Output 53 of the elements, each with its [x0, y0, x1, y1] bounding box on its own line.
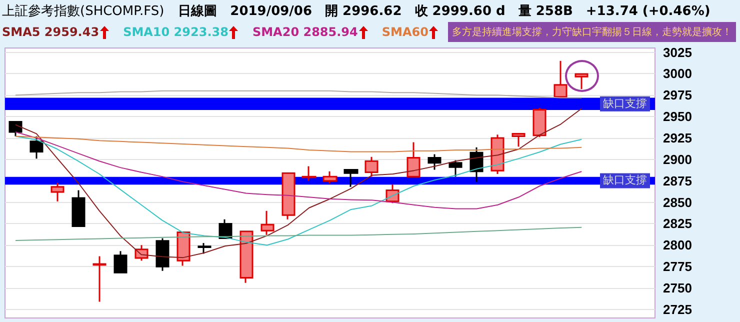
- candlestick: [176, 232, 190, 266]
- y-tick-label: 3025: [663, 44, 692, 60]
- candlestick: [72, 190, 86, 228]
- y-tick-label: 2975: [663, 88, 692, 103]
- candlestick: [260, 210, 274, 236]
- candlestick: [30, 136, 44, 160]
- y-tick-label: 2750: [663, 280, 692, 296]
- line-series: [14, 132, 582, 210]
- candlestick: [302, 166, 316, 182]
- candlestick: [114, 250, 128, 274]
- candlestick: [448, 160, 462, 178]
- y-tick-label: 3000: [663, 66, 692, 82]
- candlestick: [512, 132, 526, 148]
- y-tick-label: 2925: [663, 130, 692, 146]
- candlestick: [240, 230, 254, 284]
- band-label: 缺口支撐: [603, 174, 647, 187]
- candlestick: [198, 242, 212, 254]
- text: SMA20 2885.94: [252, 25, 358, 39]
- candlestick: [406, 142, 420, 178]
- y-tick-label: 2825: [663, 216, 692, 232]
- y-tick-label: 2725: [663, 302, 692, 317]
- candlestick: [322, 170, 338, 184]
- text: 多方是持續進場支撐，力守缺口宇翻揚５日線，走勢就是擴攻！: [448, 22, 736, 42]
- y-tick-label: 2900: [663, 152, 692, 167]
- candlestick: [490, 134, 504, 175]
- y-tick-label: 2800: [663, 238, 692, 253]
- text: SMA60: [382, 25, 428, 39]
- text: SMA5 2959.43: [2, 25, 100, 39]
- line-series: [14, 136, 582, 152]
- y-tick-label: 2775: [663, 259, 692, 274]
- candlestick: [92, 256, 106, 302]
- candlestick: [364, 156, 378, 178]
- candlestick: [554, 60, 568, 98]
- line-series: [14, 90, 582, 98]
- candlestick: [156, 238, 170, 272]
- chart-title: 上証參考指數(SHCOMP.FS): [2, 3, 164, 21]
- y-tick-label: 2850: [663, 194, 692, 210]
- y-tick-label: 2875: [663, 173, 692, 188]
- y-tick-label: 2950: [663, 109, 692, 124]
- candlestick: [574, 72, 588, 90]
- candlestick: [470, 146, 484, 182]
- candlestick: [386, 184, 400, 204]
- candlestick: [8, 120, 22, 138]
- candlestick: [428, 154, 442, 170]
- line-series: [14, 108, 582, 258]
- text: SMA10 2923.38: [123, 25, 228, 39]
- chart-subtitle: 日線圖 2019/09/06 開 2996.62 收 2999.60 d 量 258B +13.74 (+0.46%): [178, 3, 710, 21]
- candlestick: [344, 168, 358, 188]
- candlestick: [282, 172, 296, 220]
- candlestick: [532, 107, 546, 138]
- line-series: [14, 226, 582, 242]
- candlestick: [50, 182, 64, 202]
- band-label: 缺口支撐: [603, 96, 647, 110]
